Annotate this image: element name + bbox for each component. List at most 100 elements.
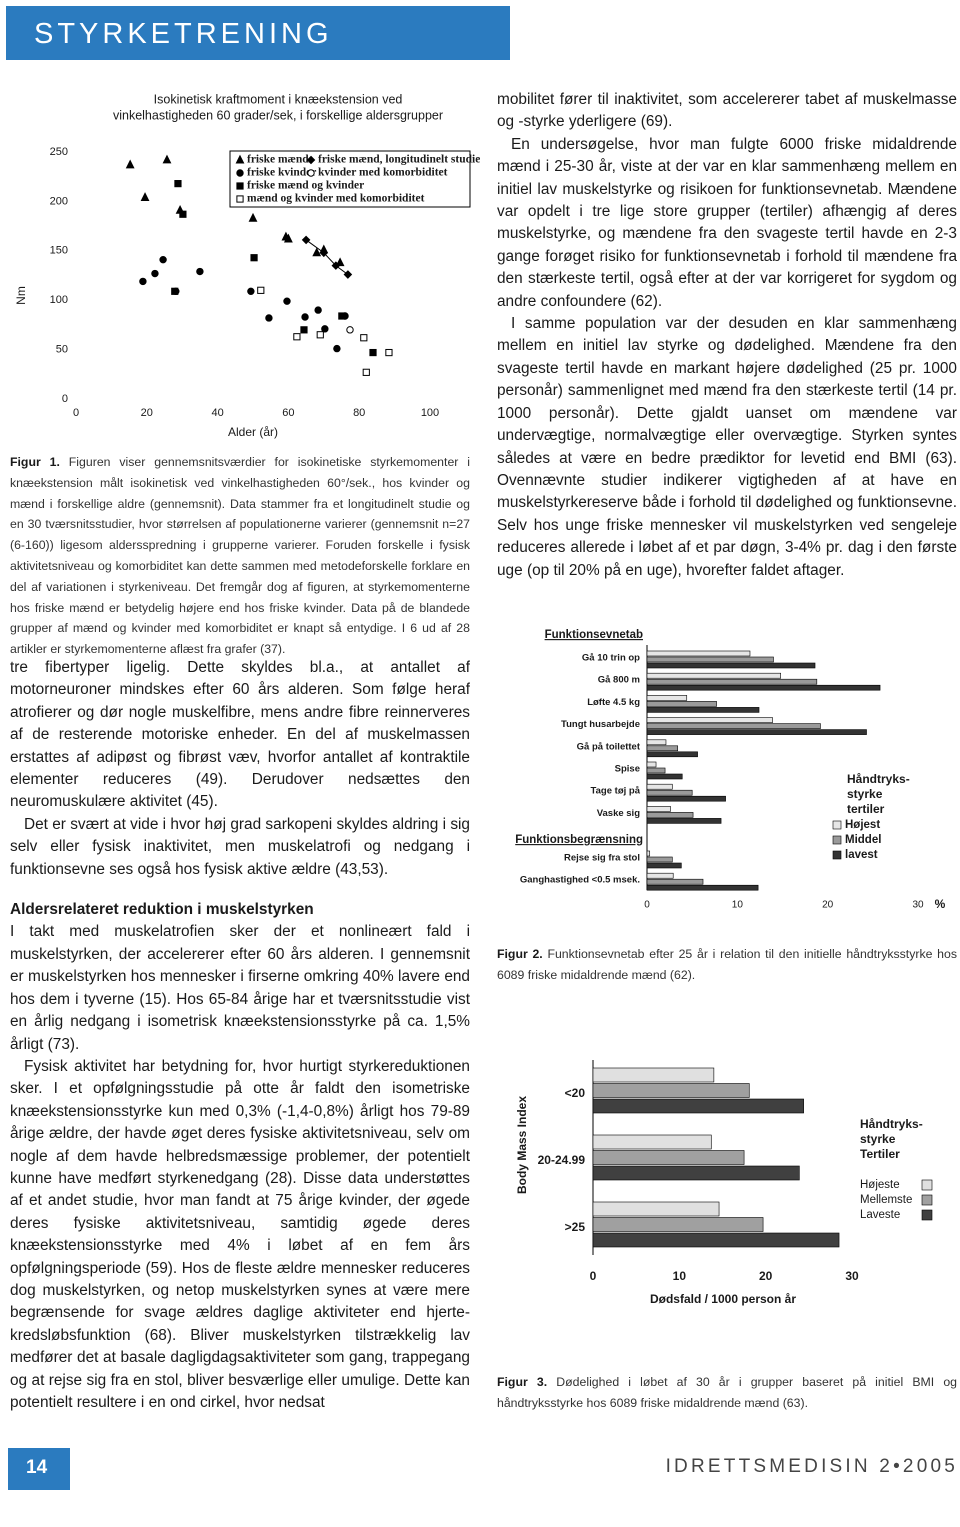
marker-circle bbox=[314, 306, 322, 314]
marker-diamond bbox=[306, 155, 316, 165]
bar bbox=[646, 745, 679, 752]
marker-circle bbox=[307, 169, 315, 177]
x-tick-label: 80 bbox=[353, 407, 365, 419]
marker-square bbox=[360, 334, 368, 342]
legend-swatch bbox=[832, 835, 842, 845]
figure-2-chart: 0 10 20 30 % Funktionsevnetab Funktionsbegræns… bbox=[515, 629, 946, 911]
caption-text: Funktionsevnetab efter 25 år i relation … bbox=[497, 947, 957, 982]
bar bbox=[646, 856, 673, 863]
legend-label: friske kvinder bbox=[247, 167, 316, 179]
category-label: Løfte 4.5 kg bbox=[587, 697, 640, 708]
marker-triangle bbox=[235, 154, 245, 164]
legend-title: tertiler bbox=[847, 802, 885, 816]
bar bbox=[592, 1150, 745, 1165]
y-tick-label: 100 bbox=[50, 294, 68, 306]
category-label: Tage tøj på bbox=[591, 786, 641, 797]
legend-label: Laveste bbox=[860, 1209, 900, 1221]
y-tick-label: 0 bbox=[62, 393, 68, 405]
bar bbox=[646, 878, 704, 885]
legend-label: kvinder med komorbiditet bbox=[318, 167, 448, 179]
marker-triangle bbox=[140, 192, 150, 201]
marker-triangle bbox=[248, 212, 258, 222]
bar bbox=[646, 761, 657, 768]
legend-swatch bbox=[832, 820, 842, 830]
paragraph: Det er svært at vide i hvor høj grad sar… bbox=[10, 815, 470, 878]
x-tick-label: 0 bbox=[644, 900, 650, 911]
bar bbox=[646, 684, 881, 691]
legend-title: styrke bbox=[847, 787, 883, 801]
bar bbox=[646, 707, 760, 713]
y-tick-label: 250 bbox=[50, 146, 68, 158]
legend-title: styrke bbox=[860, 1132, 896, 1146]
x-tick-label: 0 bbox=[73, 407, 79, 419]
bar bbox=[646, 717, 773, 723]
marker-square bbox=[236, 195, 244, 203]
marker-triangle bbox=[125, 159, 135, 169]
marker-square bbox=[338, 312, 346, 320]
marker-triangle bbox=[312, 247, 322, 257]
figure-2-caption: Figur 2. Funktionsevnetab efter 25 år i … bbox=[497, 944, 957, 986]
marker-square bbox=[316, 331, 324, 339]
left-column: tre fibertyper ligelig. Dette skyldes bl… bbox=[10, 657, 470, 1427]
bar bbox=[592, 1165, 800, 1181]
bar bbox=[592, 1201, 720, 1217]
marker-square bbox=[174, 180, 182, 188]
x-tick-label: 100 bbox=[421, 407, 439, 419]
caption-label: Figur 1. bbox=[10, 455, 60, 469]
y-axis-label: Body Mass Index bbox=[515, 1096, 529, 1194]
x-tick-label: 0 bbox=[590, 1269, 597, 1283]
bar bbox=[646, 695, 688, 701]
x-axis-label: % bbox=[935, 897, 946, 911]
chart-title: Isokinetisk kraftmoment i knæekstension … bbox=[154, 92, 403, 106]
legend-swatch bbox=[921, 1209, 933, 1221]
y-tick-label: 150 bbox=[50, 245, 68, 257]
x-tick-label: 10 bbox=[673, 1269, 687, 1283]
marker-square bbox=[250, 254, 258, 262]
legend-label: mænd og kvinder med komorbiditet bbox=[247, 193, 425, 205]
marker-diamond bbox=[319, 248, 329, 258]
header-bar: STYRKETRENING bbox=[6, 6, 510, 60]
y-tick-label: 200 bbox=[50, 195, 68, 207]
legend-title: Tertiler bbox=[860, 1147, 900, 1161]
bar bbox=[592, 1083, 750, 1098]
bar bbox=[646, 818, 722, 824]
bar bbox=[592, 1217, 764, 1232]
marker-circle bbox=[265, 314, 273, 322]
paragraph: Fysisk aktivitet har betydning for, hvor… bbox=[10, 1057, 470, 1411]
paragraph: tre fibertyper ligelig. Dette skyldes bl… bbox=[10, 659, 470, 811]
page-number-box: 14 bbox=[8, 1448, 70, 1490]
legend-label: Højeste bbox=[860, 1179, 900, 1191]
marker-square bbox=[236, 182, 244, 190]
legend-label: Mellemste bbox=[860, 1194, 912, 1206]
marker-square bbox=[171, 287, 179, 295]
x-tick-label: 30 bbox=[845, 1269, 859, 1283]
y-axis-label: Nm bbox=[14, 286, 28, 305]
group-label: Funktionsevnetab bbox=[545, 629, 643, 641]
bar bbox=[646, 656, 774, 663]
paragraph: I takt med muskelatrofien sker der et no… bbox=[10, 923, 470, 1053]
bar bbox=[646, 806, 671, 812]
marker-square bbox=[179, 210, 187, 218]
paragraph: I samme population var der desuden en kl… bbox=[497, 315, 957, 579]
paragraph: En undersøgelse, hvor man fulgte 6000 fr… bbox=[497, 135, 957, 310]
legend-label: friske mænd, longitudinelt studie bbox=[318, 154, 480, 166]
marker-triangle bbox=[283, 233, 293, 243]
x-axis-label: Alder (år) bbox=[228, 425, 278, 439]
x-tick-label: 20 bbox=[141, 407, 153, 419]
bar bbox=[592, 1098, 804, 1114]
caption-label: Figur 2. bbox=[497, 947, 543, 961]
x-tick-label: 10 bbox=[732, 900, 744, 911]
marker-triangle bbox=[162, 154, 172, 164]
y-tick-label: 50 bbox=[56, 344, 68, 356]
bar bbox=[646, 650, 751, 657]
figure-3-caption: Figur 3. Dødelighed i løbet af 30 år i g… bbox=[497, 1372, 957, 1414]
marker-square bbox=[362, 368, 370, 376]
legend-label: friske mænd og kvinder bbox=[247, 180, 364, 192]
bar bbox=[646, 812, 694, 818]
legend-label: lavest bbox=[845, 849, 878, 861]
bar bbox=[646, 767, 666, 774]
category-label: Vaske sig bbox=[597, 808, 641, 819]
category-label: Ganghastighed <0.5 msek. bbox=[520, 875, 640, 886]
marker-circle bbox=[196, 267, 204, 276]
